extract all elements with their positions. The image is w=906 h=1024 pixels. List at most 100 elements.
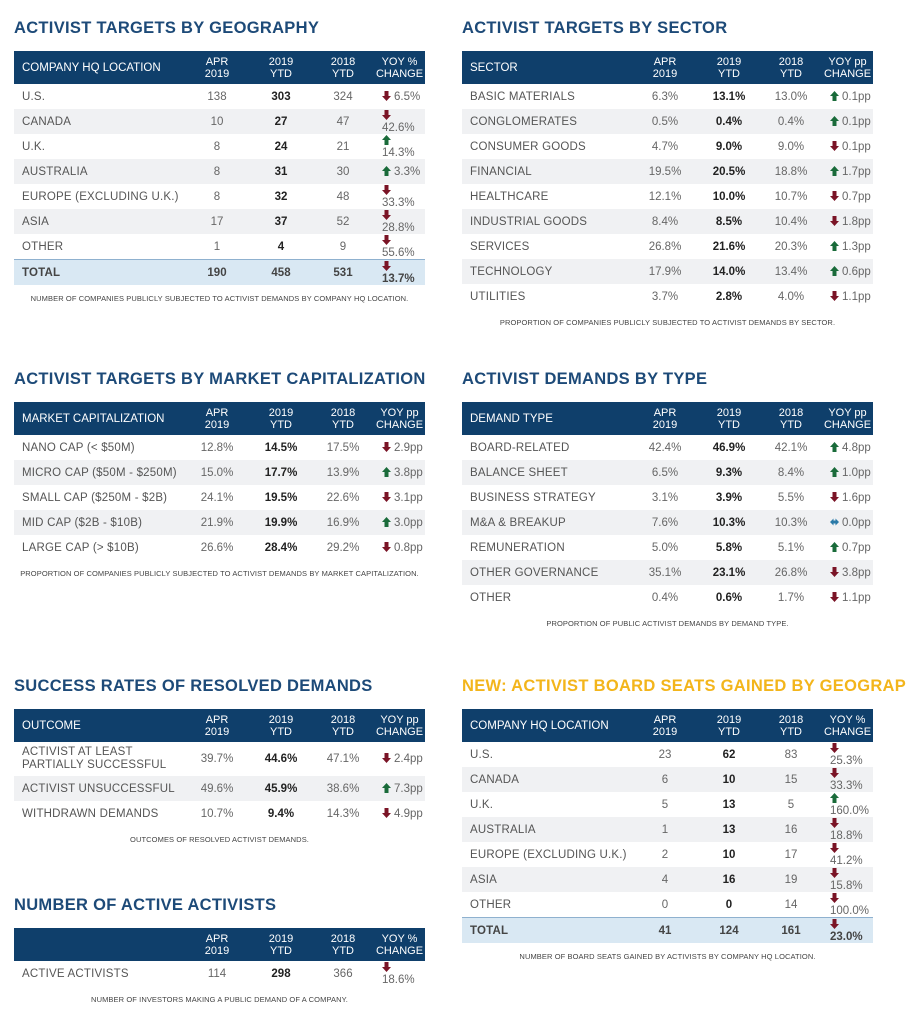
column-header: 2019 YTD bbox=[698, 51, 760, 84]
arrow-down-icon bbox=[830, 892, 839, 903]
apr-2019-cell: 114 bbox=[207, 967, 227, 980]
yoy-change-value: 1.0pp bbox=[842, 466, 871, 479]
row-label: SMALL CAP ($250M - $2B) bbox=[22, 491, 168, 504]
yoy-change-cell: 1.6pp bbox=[822, 485, 873, 510]
column-header: YOY % CHANGE bbox=[374, 51, 425, 84]
apr-2019-cell: 42.4% bbox=[648, 441, 682, 454]
yoy-change-value: 28.8% bbox=[382, 221, 415, 234]
arrow-down-icon bbox=[382, 234, 391, 245]
column-header: APR 2019 bbox=[184, 709, 250, 742]
ytd-2019-cell: 2.8% bbox=[715, 290, 743, 303]
row-label: HEALTHCARE bbox=[470, 190, 549, 203]
ytd-2018-cell: 9.0% bbox=[777, 140, 805, 153]
apr-2019-cell: 1 bbox=[213, 240, 221, 253]
demand-type-section: ACTIVIST DEMANDS BY TYPE DEMAND TYPE APR 2… bbox=[462, 370, 873, 628]
yoy-change-value: 0.7pp bbox=[842, 541, 871, 554]
row-label: INDUSTRIAL GOODS bbox=[462, 209, 632, 234]
row-label: WITHDRAWN DEMANDS bbox=[22, 807, 159, 820]
apr-2019-cell: 17.9% bbox=[632, 259, 698, 284]
ytd-2018-cell: 324 bbox=[333, 90, 353, 103]
row-label: U.K. bbox=[470, 798, 494, 811]
yoy-change-value: 0.6pp bbox=[842, 265, 871, 278]
table-row: REMUNERATION 5.0% 5.8% 5.1% 0.7pp bbox=[462, 535, 873, 560]
arrow-flat-icon bbox=[830, 518, 839, 525]
yoy-change-cell: 0.7pp bbox=[822, 184, 873, 209]
section-title: ACTIVIST TARGETS BY MARKET CAPITALIZATIO… bbox=[14, 370, 426, 388]
total-row: TOTAL 190 458 531 13.7% bbox=[14, 259, 425, 285]
ytd-2018-cell: 14.3% bbox=[326, 807, 360, 820]
ytd-2019-cell: 28.4% bbox=[264, 541, 298, 554]
arrow-down-icon bbox=[830, 491, 839, 502]
yoy-change-cell: 3.1pp bbox=[374, 485, 425, 510]
row-label: FINANCIAL bbox=[462, 159, 632, 184]
yoy-change-cell: 0.8pp bbox=[374, 535, 425, 560]
yoy-change-value: 25.3% bbox=[830, 754, 863, 767]
ytd-2018-cell: 47 bbox=[312, 109, 374, 134]
ytd-2018-cell: 47.1% bbox=[326, 752, 360, 765]
yoy-change-cell: 0.1pp bbox=[822, 84, 873, 109]
arrow-down-icon bbox=[830, 867, 839, 878]
yoy-change-value: 2.9pp bbox=[394, 441, 423, 454]
yoy-change-value: 33.3% bbox=[830, 779, 863, 792]
row-label: CONSUMER GOODS bbox=[470, 140, 586, 153]
table-header: DEMAND TYPE APR 2019 2019 YTD 2018 YTD YOY p… bbox=[462, 402, 873, 435]
table-row: OTHER GOVERNANCE 35.1% 23.1% 26.8% 3.8pp bbox=[462, 560, 873, 585]
apr-2019-cell: 4 bbox=[632, 867, 698, 892]
yoy-change-value: 15.8% bbox=[830, 879, 863, 892]
table-note: PROPORTION OF COMPANIES PUBLICLY SUBJECT… bbox=[499, 318, 836, 327]
table-row: LARGE CAP (> $10B) 26.6% 28.4% 29.2% 0.8… bbox=[14, 535, 425, 560]
data-table: DEMAND TYPE APR 2019 2019 YTD 2018 YTD YOY p… bbox=[462, 402, 873, 610]
market-cap-section: ACTIVIST TARGETS BY MARKET CAPITALIZATIO… bbox=[14, 370, 425, 578]
apr-2019-cell: 6 bbox=[632, 767, 698, 792]
ytd-2018-cell: 161 bbox=[760, 917, 822, 943]
ytd-2018-cell: 10.4% bbox=[760, 209, 822, 234]
total-row: TOTAL 41 124 161 23.0% bbox=[462, 917, 873, 943]
ytd-2018-cell: 30 bbox=[312, 159, 374, 184]
yoy-change-value: 0.1pp bbox=[842, 90, 871, 103]
apr-2019-cell: 21.9% bbox=[184, 510, 250, 535]
ytd-2019-cell: 4 bbox=[277, 240, 285, 253]
column-header: OUTCOME bbox=[14, 709, 184, 742]
ytd-2018-cell: 15 bbox=[760, 767, 822, 792]
row-label: NANO CAP (< $50M) bbox=[22, 441, 135, 454]
arrow-down-icon bbox=[830, 918, 839, 929]
yoy-change-value: 0.1pp bbox=[842, 115, 871, 128]
ytd-2019-cell: 37 bbox=[250, 209, 312, 234]
arrow-up-icon bbox=[830, 90, 839, 101]
row-label: OTHER bbox=[470, 898, 512, 911]
ytd-2018-cell: 5 bbox=[787, 798, 795, 811]
table-note: NUMBER OF COMPANIES PUBLICLY SUBJECTED T… bbox=[30, 294, 409, 303]
yoy-change-value: 1.3pp bbox=[842, 240, 871, 253]
yoy-change-value: 0.0pp bbox=[842, 516, 871, 529]
column-header: 2019 YTD bbox=[698, 402, 760, 435]
yoy-change-cell: 160.0% bbox=[822, 792, 873, 817]
data-table: COMPANY HQ LOCATION APR 2019 2019 YTD 2018 … bbox=[14, 51, 425, 285]
ytd-2019-cell: 21.6% bbox=[712, 240, 746, 253]
apr-2019-cell: 2 bbox=[661, 848, 669, 861]
ytd-2018-cell: 26.8% bbox=[760, 560, 822, 585]
ytd-2018-cell: 19 bbox=[760, 867, 822, 892]
yoy-change-value: 1.8pp bbox=[842, 215, 871, 228]
yoy-change-cell: 3.8pp bbox=[374, 460, 425, 485]
column-header: APR 2019 bbox=[184, 928, 250, 961]
arrow-down-icon bbox=[830, 591, 839, 602]
section-title: NEW: ACTIVIST BOARD SEATS GAINED BY GEOG… bbox=[462, 677, 906, 695]
yoy-change-cell: 0.6pp bbox=[822, 259, 873, 284]
row-label: ACTIVIST AT LEAST PARTIALLY SUCCESSFUL bbox=[22, 746, 167, 771]
row-label: BOARD-RELATED bbox=[470, 441, 570, 454]
ytd-2019-cell: 303 bbox=[271, 90, 291, 103]
ytd-2019-cell: 46.9% bbox=[712, 441, 746, 454]
arrow-down-icon bbox=[830, 817, 839, 828]
yoy-change-cell: 2.9pp bbox=[374, 435, 425, 460]
ytd-2018-cell: 531 bbox=[312, 259, 374, 285]
arrow-down-icon bbox=[830, 566, 839, 577]
ytd-2019-cell: 32 bbox=[274, 190, 288, 203]
ytd-2019-cell: 14.0% bbox=[698, 259, 760, 284]
ytd-2018-cell: 20.3% bbox=[774, 240, 808, 253]
ytd-2019-cell: 13.1% bbox=[712, 90, 746, 103]
ytd-2018-cell: 52 bbox=[312, 209, 374, 234]
row-label: BALANCE SHEET bbox=[462, 460, 632, 485]
yoy-change-cell: 6.5% bbox=[374, 84, 425, 109]
column-header: YOY % CHANGE bbox=[822, 709, 873, 742]
apr-2019-cell: 8.4% bbox=[632, 209, 698, 234]
